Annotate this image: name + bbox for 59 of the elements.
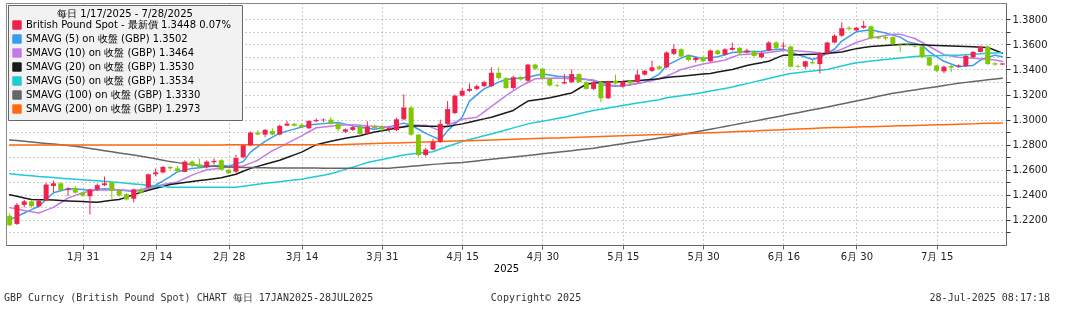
candlestick <box>43 182 49 202</box>
x-axis-title: 2025 <box>493 262 520 274</box>
y-tick-label: 1.2200 <box>1012 214 1048 226</box>
candlestick <box>598 80 604 103</box>
x-tick-label: 5月 30 <box>687 250 720 262</box>
legend-label: SMAVG (5) on 收盤 (GBP) 1.3502 <box>26 33 188 44</box>
candlestick <box>985 45 991 66</box>
x-tick-label: 6月 16 <box>767 250 801 262</box>
legend-label: SMAVG (10) on 收盤 (GBP) 1.3464 <box>26 47 195 58</box>
text: 28-Jul-2025 08:17:18 <box>929 292 1050 303</box>
x-tick-label: 4月 15 <box>446 250 479 262</box>
y-tick-label: 1.3800 <box>1012 13 1048 25</box>
x-tick-label: 7月 15 <box>921 250 954 262</box>
y-tick-label: 1.2600 <box>1012 164 1048 176</box>
candlestick <box>445 100 451 126</box>
candlestick <box>605 80 611 100</box>
y-tick-label: 1.2800 <box>1012 139 1048 151</box>
candlestick <box>415 133 421 158</box>
x-tick-label: 3月 31 <box>366 250 399 262</box>
candlestick <box>14 202 20 226</box>
y-tick-label: 1.3200 <box>1012 89 1048 101</box>
candlestick <box>671 43 677 56</box>
candlestick <box>138 186 144 195</box>
candlestick <box>401 93 407 121</box>
text: Copyright© 2025 <box>490 292 582 303</box>
candlestick <box>700 55 706 64</box>
candlestick <box>554 83 560 88</box>
candlestick <box>87 188 93 215</box>
candlestick <box>773 40 779 53</box>
candlestick <box>233 154 239 174</box>
y-tick-label: 1.2400 <box>1012 189 1048 201</box>
candlestick <box>284 120 290 127</box>
x-tick-label: 2月 28 <box>212 250 246 262</box>
x-tick-label: 5月 15 <box>607 250 640 262</box>
candlestick <box>795 63 801 69</box>
candlestick <box>788 45 794 69</box>
legend-label: SMAVG (50) on 收盤 (GBP) 1.3534 <box>26 75 195 86</box>
x-tick-label: 1月 31 <box>67 250 100 262</box>
text: GBP Curncy (British Pound Spot) CHART 每日 17JAN2025-28JUL2025 <box>4 292 374 303</box>
legend-label: SMAVG (20) on 收盤 (GBP) 1.3530 <box>26 61 195 72</box>
x-tick-label: 3月 14 <box>285 250 319 262</box>
line-series <box>8 122 1004 146</box>
candlestick <box>525 63 531 83</box>
candlestick <box>452 94 458 115</box>
x-tick-label: 4月 30 <box>526 250 560 262</box>
y-tick-label: 1.3000 <box>1012 114 1048 126</box>
y-tick-label: 1.3600 <box>1012 38 1048 50</box>
x-tick-label: 2月 14 <box>140 250 173 262</box>
legend-label: British Pound Spot - 最新價 1.3448 0.07% <box>26 19 231 30</box>
candlestick <box>744 48 750 54</box>
candlestick <box>992 61 998 67</box>
candlestick <box>488 66 494 88</box>
legend-title: 每日 1/17/2025 - 7/28/2025 <box>57 8 193 19</box>
candlestick <box>437 119 443 144</box>
legend-label: SMAVG (100) on 收盤 (GBP) 1.3330 <box>26 89 201 100</box>
x-tick-label: 6月 30 <box>840 250 873 262</box>
legend-label: SMAVG (200) on 收盤 (GBP) 1.2973 <box>26 103 201 114</box>
candlestick <box>649 60 655 73</box>
y-tick-label: 1.3400 <box>1012 63 1048 75</box>
